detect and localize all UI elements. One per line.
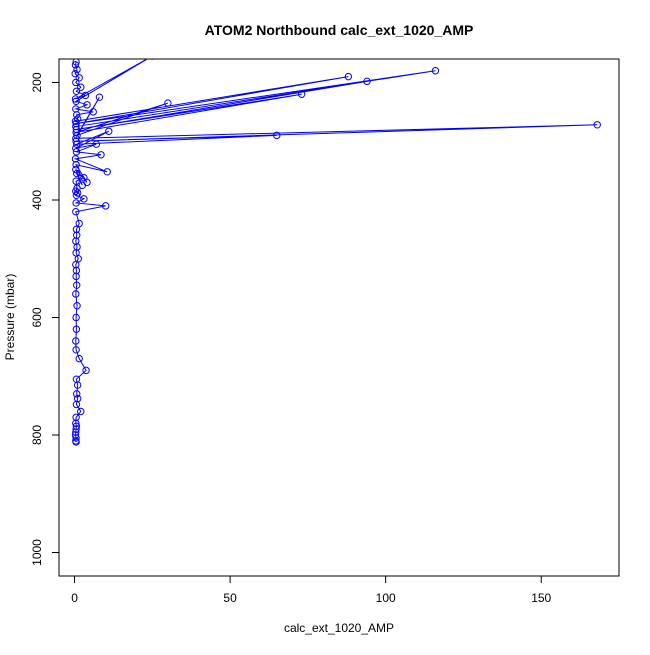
data-point bbox=[82, 366, 90, 375]
data-point bbox=[81, 91, 90, 100]
x-tick-label: 0 bbox=[71, 591, 78, 605]
data-point bbox=[150, 59, 155, 60]
data-point bbox=[77, 407, 85, 416]
data-point bbox=[80, 173, 88, 182]
data-point bbox=[73, 390, 81, 398]
y-tick-label: 200 bbox=[30, 72, 44, 92]
data-point bbox=[431, 67, 440, 75]
data-point bbox=[71, 431, 80, 439]
data-point bbox=[72, 337, 80, 345]
data-point bbox=[297, 90, 306, 98]
data-point bbox=[72, 144, 80, 153]
data-point bbox=[273, 131, 281, 140]
y-tick-label: 1000 bbox=[30, 539, 44, 566]
data-point bbox=[72, 290, 80, 298]
data-point bbox=[72, 59, 80, 66]
data-point bbox=[72, 428, 80, 436]
data-point bbox=[97, 151, 105, 159]
data-point bbox=[73, 65, 81, 74]
data-point bbox=[89, 108, 97, 116]
data-point bbox=[72, 434, 80, 442]
data-point bbox=[72, 325, 81, 333]
data-point bbox=[72, 187, 80, 195]
data-point bbox=[75, 354, 83, 363]
data-point bbox=[72, 313, 80, 322]
data-point bbox=[72, 177, 80, 185]
data-point bbox=[72, 122, 80, 131]
data-point bbox=[72, 97, 80, 106]
data-point bbox=[83, 101, 91, 109]
data-point bbox=[72, 78, 80, 87]
chart-title: ATOM2 Northbound calc_ext_1020_AMP bbox=[205, 22, 474, 38]
data-point bbox=[72, 199, 80, 207]
data-point bbox=[72, 165, 80, 174]
x-tick-label: 100 bbox=[376, 591, 396, 605]
data-point bbox=[164, 99, 172, 107]
data-point bbox=[95, 93, 104, 101]
data-point bbox=[72, 400, 81, 409]
y-axis-label: Pressure (mbar) bbox=[3, 274, 17, 361]
data-point bbox=[105, 127, 113, 135]
x-axis: 0 50 100 150 bbox=[71, 575, 552, 605]
data-point bbox=[72, 346, 80, 354]
x-tick-label: 150 bbox=[531, 591, 551, 605]
data-point bbox=[92, 140, 101, 148]
data-point bbox=[72, 119, 80, 128]
data-point bbox=[73, 169, 81, 178]
data-point bbox=[75, 219, 83, 228]
y-tick-label: 400 bbox=[30, 190, 44, 210]
data-point bbox=[73, 381, 82, 389]
data-point bbox=[593, 121, 601, 129]
data-point bbox=[73, 281, 81, 289]
y-axis: 200 400 600 800 1000 bbox=[30, 72, 60, 566]
data-point bbox=[72, 137, 80, 145]
data-point bbox=[72, 413, 80, 422]
data-point bbox=[72, 148, 81, 156]
data-point bbox=[71, 69, 79, 78]
y-tick-label: 600 bbox=[30, 307, 44, 327]
data-point bbox=[72, 208, 80, 216]
data-point bbox=[72, 266, 81, 275]
data-point bbox=[101, 202, 110, 210]
y-tick-label: 800 bbox=[30, 425, 44, 445]
data-point bbox=[72, 87, 81, 96]
data-point bbox=[344, 72, 353, 81]
data-point bbox=[72, 161, 80, 169]
data-point bbox=[77, 83, 85, 91]
data-point bbox=[71, 61, 80, 69]
data-point bbox=[73, 115, 82, 123]
data-point bbox=[73, 140, 81, 148]
data-point bbox=[72, 128, 80, 137]
data-point bbox=[363, 77, 371, 86]
data-point bbox=[72, 438, 80, 446]
data-point bbox=[103, 168, 111, 176]
data-point bbox=[73, 302, 81, 310]
x-tick-label: 50 bbox=[223, 591, 237, 605]
data-point bbox=[75, 74, 83, 82]
data-point bbox=[80, 195, 88, 203]
series-layer bbox=[71, 59, 601, 446]
data-point bbox=[72, 191, 81, 200]
series-line bbox=[73, 59, 598, 443]
x-axis-label: calc_ext_1020_AMP bbox=[284, 621, 394, 635]
data-point bbox=[72, 272, 80, 281]
data-point bbox=[72, 225, 81, 234]
data-point bbox=[72, 419, 80, 427]
